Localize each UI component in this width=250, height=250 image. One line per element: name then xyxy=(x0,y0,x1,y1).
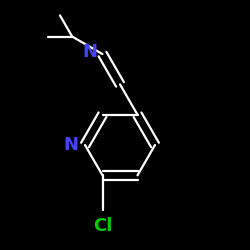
Text: N: N xyxy=(82,42,98,60)
Text: Cl: Cl xyxy=(93,216,112,234)
Text: N: N xyxy=(64,136,79,154)
